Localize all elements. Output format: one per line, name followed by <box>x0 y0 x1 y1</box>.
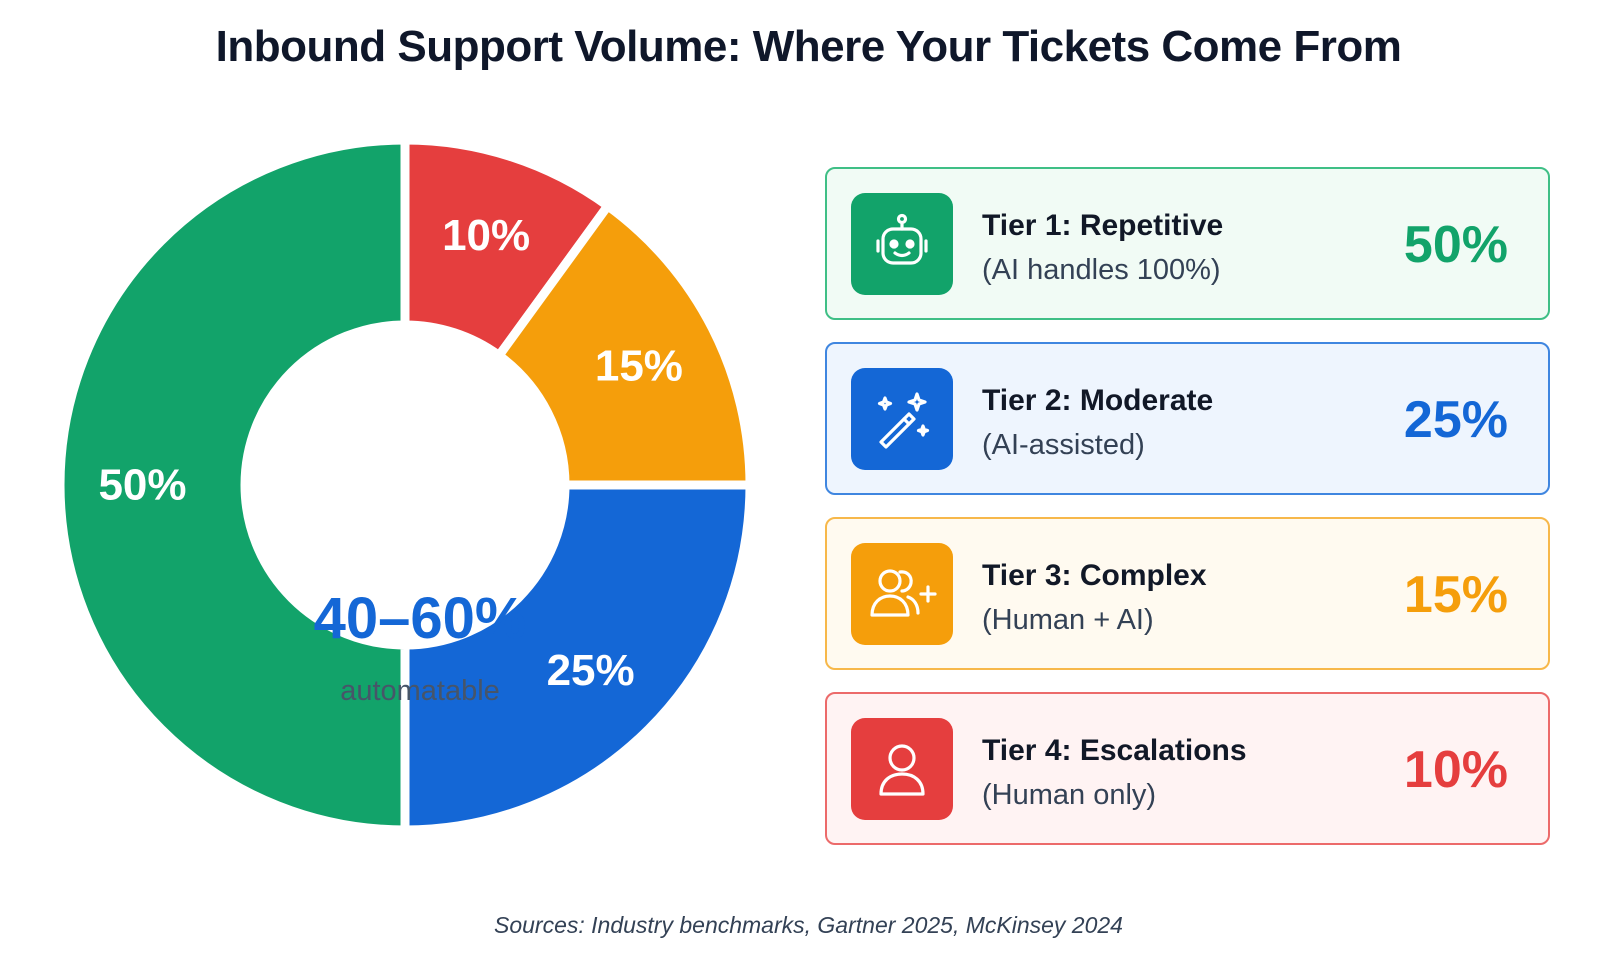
tier-title: Tier 4: Escalations <box>982 734 1247 767</box>
tier-title: Tier 3: Complex <box>982 559 1207 592</box>
slice-label: 10% <box>442 211 530 260</box>
tier-card-4: Tier 4: Escalations (Human only) 10% <box>825 692 1550 845</box>
center-label: automatable <box>340 675 500 707</box>
tier-card-3: Tier 3: Complex (Human + AI) 15% <box>825 517 1550 670</box>
tier-subtitle: (Human only) <box>982 779 1157 811</box>
robot-icon <box>876 213 928 265</box>
tier-percentage: 50% <box>1403 216 1508 274</box>
slice-label: 15% <box>595 341 683 390</box>
tier-subtitle: (AI-assisted) <box>982 429 1145 461</box>
donut-svg: 10% 15% 25% 50% <box>60 135 755 835</box>
add-users-icon <box>870 569 937 617</box>
tier-icon-box <box>851 193 953 295</box>
tier-title: Tier 1: Repetitive <box>982 209 1224 242</box>
tier-percentage: 15% <box>1403 566 1508 624</box>
tier-subtitle: (Human + AI) <box>982 604 1154 636</box>
tier-card-2: Tier 2: Moderate (AI-assisted) 25% <box>825 342 1550 495</box>
slice-label: 25% <box>547 646 635 695</box>
tier-percentage: 10% <box>1403 741 1508 799</box>
tier-percentage: 25% <box>1403 391 1508 449</box>
donut-slice <box>60 135 410 835</box>
tier-subtitle: (AI handles 100%) <box>982 254 1221 286</box>
donut-slice <box>494 201 755 490</box>
chart-title: Inbound Support Volume: Where Your Ticke… <box>215 22 1402 71</box>
user-icon <box>879 744 925 796</box>
tier-icon-box <box>851 368 953 470</box>
sources-note: Sources: Industry benchmarks, Gartner 20… <box>494 912 1123 938</box>
slice-label: 50% <box>98 461 186 510</box>
tier-title: Tier 2: Moderate <box>982 384 1214 417</box>
tier-card-1: Tier 1: Repetitive (AI handles 100%) 50% <box>825 167 1550 320</box>
magic-wand-icon <box>877 392 930 449</box>
tier-legend: Tier 1: Repetitive (AI handles 100%) 50%… <box>825 167 1550 867</box>
tier-icon-box <box>851 543 953 645</box>
donut-chart: 10% 15% 25% 50% 40–60% automatable <box>60 135 770 875</box>
donut-slice <box>400 480 755 835</box>
tier-icon-box <box>851 718 953 820</box>
center-value: 40–60% <box>313 586 527 651</box>
donut-slice <box>400 135 613 361</box>
